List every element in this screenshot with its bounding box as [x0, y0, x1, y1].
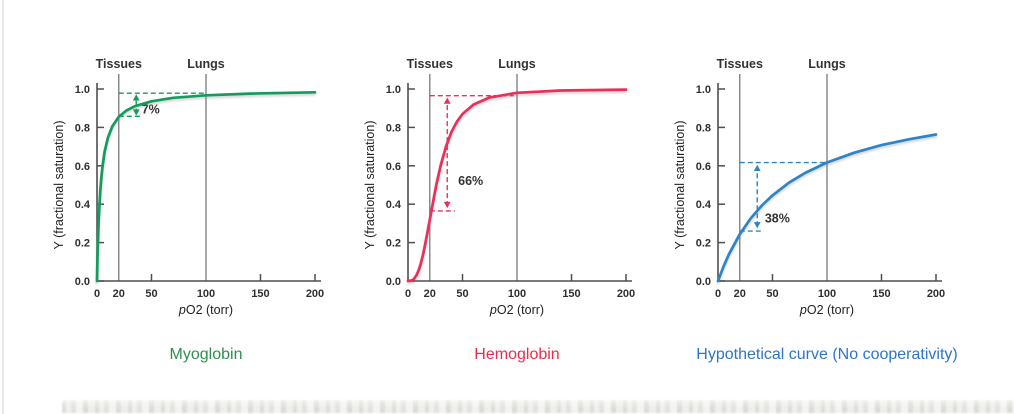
- x-tick-label: 50: [456, 288, 468, 300]
- hypothetical-plot: Tissues Lungs 0.0 0.2 0.4 0.6 0.8 1.0 0 20 50 100 15…: [673, 57, 945, 317]
- x-tick-label: 100: [508, 288, 526, 300]
- x-tick-label: 200: [306, 288, 324, 300]
- y-tick-label: 0.8: [386, 122, 401, 134]
- y-tick-label: 0.0: [696, 276, 711, 288]
- arrowhead-down-icon: [132, 109, 140, 116]
- x-tick-label: 0: [405, 288, 411, 300]
- y-tick-label: 1.0: [386, 84, 401, 96]
- lungs-label: Lungs: [808, 57, 846, 71]
- y-tick-label: 0.0: [75, 276, 90, 288]
- myoglobin-curve: [95, 90, 317, 283]
- tissues-label: Tissues: [96, 57, 142, 71]
- caption-hemoglobin: Hemoglobin: [474, 346, 560, 363]
- x-tick-label: 50: [145, 288, 157, 300]
- y-tick-label: 0.0: [386, 276, 401, 288]
- arrowhead-down-icon: [443, 201, 451, 209]
- x-tick-label: 0: [94, 288, 100, 300]
- annotation-percent-label: 38%: [765, 212, 790, 226]
- y-tick-label: 0.4: [75, 199, 91, 211]
- x-tick-label: 100: [197, 288, 215, 300]
- arrowhead-up-icon: [443, 97, 451, 104]
- y-tick-label: 0.6: [696, 161, 711, 173]
- x-tick-label: 200: [927, 288, 945, 300]
- caption-myoglobin: Myoglobin: [169, 346, 243, 363]
- slide-edge-line: [2, 0, 4, 414]
- x-tick-label: 20: [424, 288, 436, 300]
- chart-myoglobin: Tissues Lungs 0.0 0.2 0.4 0.6 0.8 1.0 0 20 50 100 15…: [52, 48, 355, 333]
- y-tick-label: 0.6: [386, 161, 401, 173]
- y-tick-label: 0.4: [696, 199, 712, 211]
- chart-hypothetical: Tissues Lungs 0.0 0.2 0.4 0.6 0.8 1.0 0 20 50 100 15…: [673, 48, 976, 333]
- y-tick-label: 1.0: [696, 84, 711, 96]
- y-tick-label: 0.2: [386, 238, 401, 250]
- myoglobin-plot: Tissues Lungs 0.0 0.2 0.4 0.6 0.8 1.0 0 20 50 100 15…: [52, 57, 324, 317]
- arrowhead-down-icon: [753, 222, 761, 229]
- y-axis-title: Y (fractional saturation): [363, 121, 377, 250]
- annotation-percent-label: 7%: [142, 103, 160, 117]
- arrowhead-up-icon: [753, 164, 761, 171]
- x-axis-title: pO2 (torr): [489, 303, 544, 317]
- annotation-percent-label: 66%: [458, 174, 483, 188]
- lungs-label: Lungs: [187, 57, 225, 71]
- x-tick-label: 20: [734, 288, 746, 300]
- y-tick-label: 0.2: [696, 238, 711, 250]
- y-axis-title: Y (fractional saturation): [52, 121, 66, 250]
- y-tick-label: 0.2: [75, 238, 90, 250]
- x-tick-label: 50: [766, 288, 778, 300]
- hemoglobin-curve: [406, 88, 628, 283]
- x-tick-label: 0: [715, 288, 721, 300]
- y-axis-title: Y (fractional saturation): [673, 121, 687, 250]
- y-tick-label: 0.8: [696, 122, 711, 134]
- x-tick-label: 200: [617, 288, 635, 300]
- x-tick-label: 20: [113, 288, 125, 300]
- x-tick-label: 150: [872, 288, 890, 300]
- tissues-label: Tissues: [407, 57, 453, 71]
- arrowhead-up-icon: [132, 94, 140, 101]
- x-axis-title: pO2 (torr): [178, 303, 233, 317]
- chart-hemoglobin: Tissues Lungs 0.0 0.2 0.4 0.6 0.8 1.0 0 20 50 100 15…: [363, 48, 666, 333]
- x-tick-label: 100: [818, 288, 836, 300]
- hemoglobin-plot: Tissues Lungs 0.0 0.2 0.4 0.6 0.8 1.0 0 20 50 100 15…: [363, 57, 635, 317]
- y-tick-label: 0.6: [75, 161, 90, 173]
- x-tick-label: 150: [251, 288, 269, 300]
- x-axis-title: pO2 (torr): [799, 303, 854, 317]
- caption-hypothetical: Hypothetical curve (No cooperativity): [696, 346, 958, 363]
- lungs-label: Lungs: [498, 57, 536, 71]
- y-tick-label: 1.0: [75, 84, 90, 96]
- x-tick-label: 150: [562, 288, 580, 300]
- y-tick-label: 0.4: [386, 199, 402, 211]
- y-tick-label: 0.8: [75, 122, 90, 134]
- tissues-label: Tissues: [717, 57, 763, 71]
- cropped-text-strip: [62, 400, 1014, 413]
- hypothetical-curve: [716, 133, 938, 283]
